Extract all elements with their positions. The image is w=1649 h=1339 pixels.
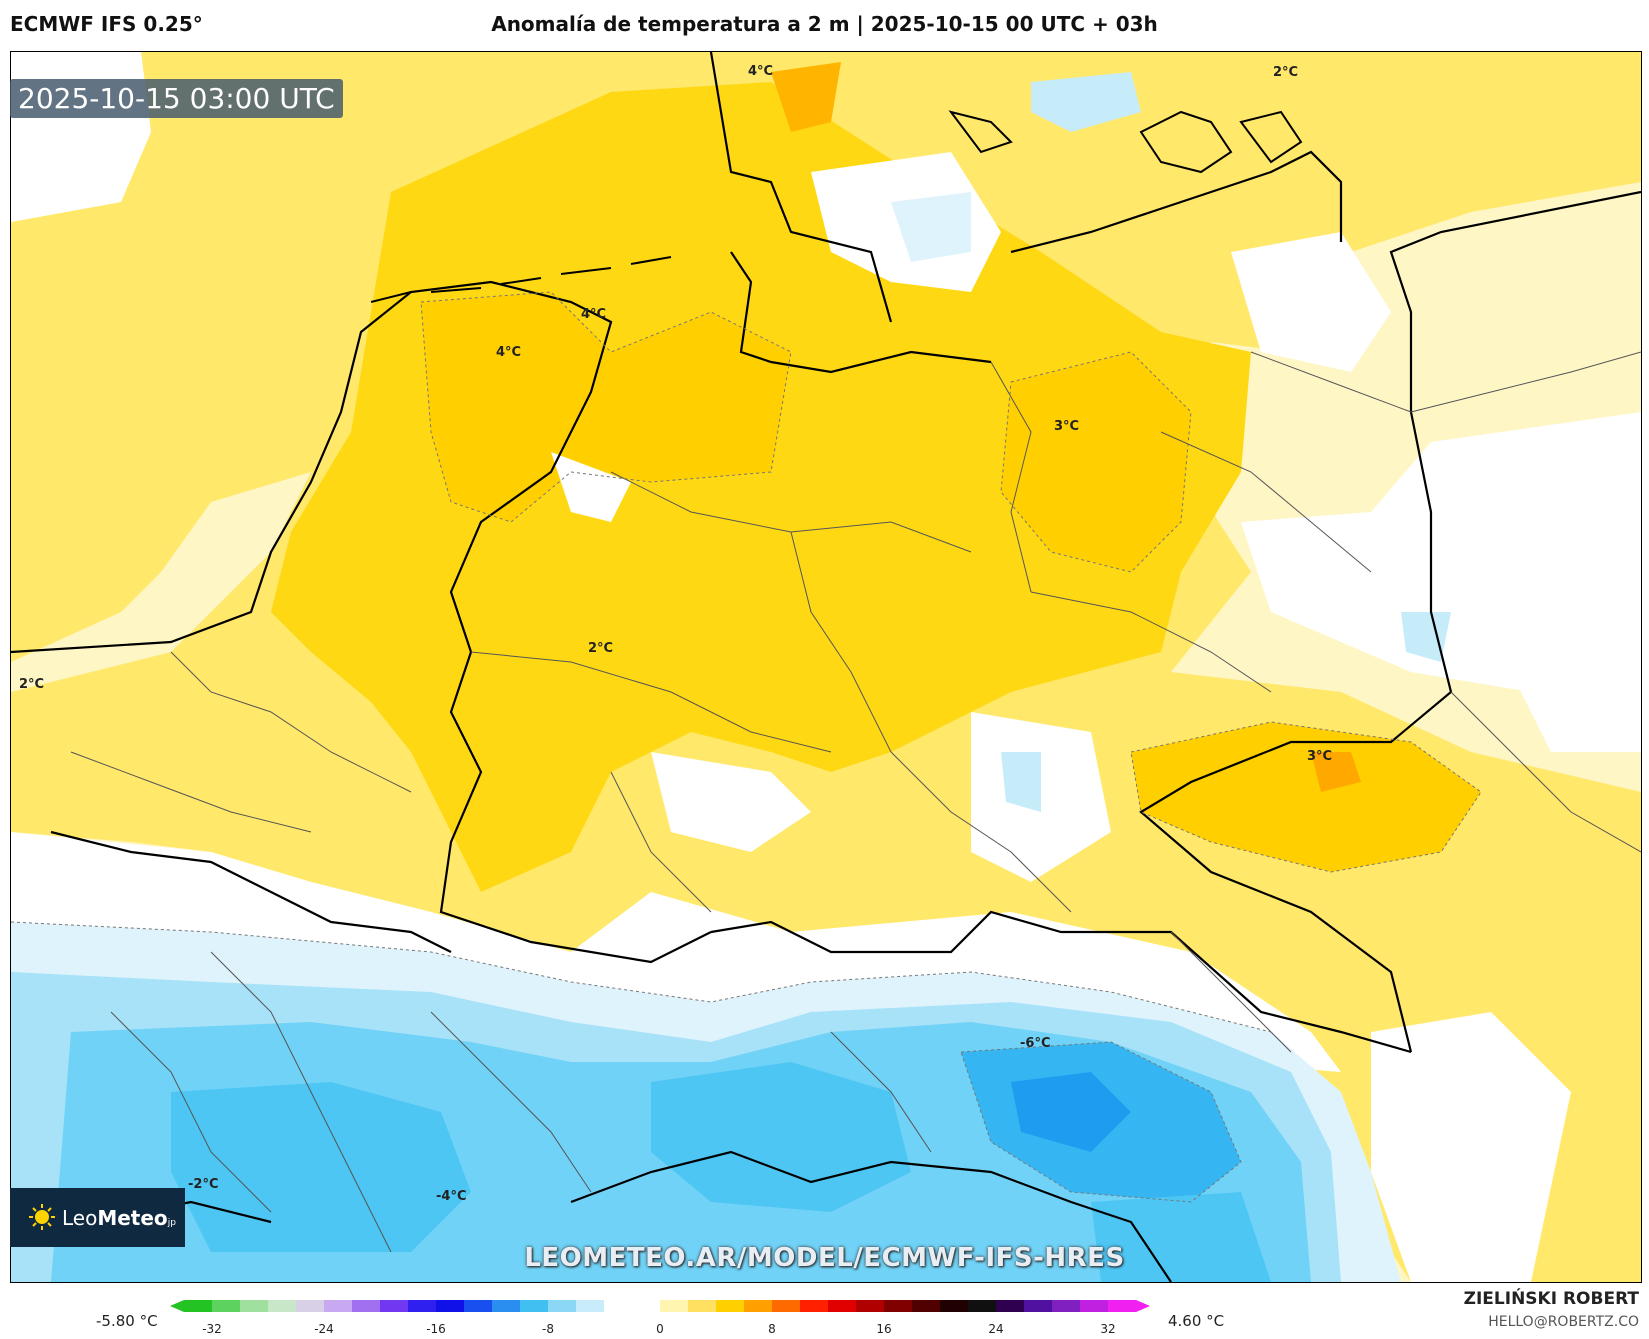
contour-label: 4°C bbox=[496, 345, 522, 360]
colorbar-segment bbox=[884, 1300, 913, 1312]
contour-label: -2°C bbox=[188, 1177, 219, 1192]
colorbar-segment bbox=[800, 1300, 829, 1312]
colorbar-segment bbox=[996, 1300, 1025, 1312]
colorbar-tick-label: -16 bbox=[426, 1322, 446, 1336]
model-name: ECMWF IFS 0.25° bbox=[10, 12, 203, 36]
colorbar-segment bbox=[352, 1300, 381, 1312]
leometeo-logo: LeoMeteojp bbox=[10, 1188, 185, 1247]
valid-time-badge: 2025-10-15 03:00 UTC bbox=[10, 79, 343, 118]
contour-label: 3°C bbox=[1054, 419, 1080, 434]
sun-icon bbox=[29, 1204, 55, 1230]
colorbar bbox=[170, 1300, 1150, 1312]
contour-label: -4°C bbox=[436, 1189, 467, 1204]
colorbar-segment bbox=[912, 1300, 941, 1312]
contour-label: -6°C bbox=[1020, 1036, 1051, 1051]
colorbar-max-arrow bbox=[1136, 1300, 1150, 1312]
contour-label: 4°C bbox=[581, 307, 607, 322]
colorbar-segment bbox=[660, 1300, 689, 1312]
colorbar-tick-label: 8 bbox=[768, 1322, 776, 1336]
colorbar-segment bbox=[940, 1300, 969, 1312]
author-name: ZIELIŃSKI ROBERT bbox=[1463, 1289, 1639, 1309]
temperature-anomaly-map: 4°C 4°C 4°C 2°C 3°C 2°C 2°C 3°C -6°C -2°… bbox=[10, 51, 1642, 1283]
contour-label: 2°C bbox=[1273, 65, 1299, 80]
colorbar-segment bbox=[380, 1300, 409, 1312]
contour-label: 3°C bbox=[1307, 749, 1333, 764]
colorbar-segment bbox=[1080, 1300, 1109, 1312]
colorbar-tick-label: -8 bbox=[542, 1322, 554, 1336]
source-url: LEOMETEO.AR/MODEL/ECMWF-IFS-HRES bbox=[524, 1243, 1125, 1273]
colorbar-segment bbox=[576, 1300, 605, 1312]
colorbar-min-value: -5.80 °C bbox=[96, 1312, 158, 1330]
author-email: HELLO@ROBERTZ.CO bbox=[1488, 1314, 1639, 1330]
colorbar-segment bbox=[520, 1300, 549, 1312]
colorbar-tick-label: 0 bbox=[656, 1322, 664, 1336]
colorbar-tick-label: 24 bbox=[988, 1322, 1004, 1336]
colorbar-segment bbox=[1108, 1300, 1137, 1312]
colorbar-segment bbox=[632, 1300, 661, 1312]
colorbar-tick-label: 16 bbox=[876, 1322, 892, 1336]
contour-label: 4°C bbox=[748, 64, 774, 79]
colorbar-segment bbox=[184, 1300, 213, 1312]
colorbar-segment bbox=[212, 1300, 241, 1312]
map-title: Anomalía de temperatura a 2 m | 2025-10-… bbox=[491, 12, 1158, 36]
colorbar-segment bbox=[1024, 1300, 1053, 1312]
colorbar-segment bbox=[772, 1300, 801, 1312]
colorbar-segment bbox=[240, 1300, 269, 1312]
colorbar-tick-label: 32 bbox=[1100, 1322, 1116, 1336]
colorbar-segment bbox=[296, 1300, 325, 1312]
map-canvas bbox=[11, 52, 1641, 1282]
contour-label: 2°C bbox=[588, 641, 614, 656]
contour-label: 2°C bbox=[19, 677, 45, 692]
colorbar-segment bbox=[436, 1300, 465, 1312]
colorbar-segment bbox=[408, 1300, 437, 1312]
logo-text-bold: Meteo bbox=[97, 1206, 168, 1230]
colorbar-segment bbox=[604, 1300, 633, 1312]
colorbar-min-arrow bbox=[170, 1300, 184, 1312]
logo-suffix: jp bbox=[167, 1218, 176, 1228]
colorbar-segment bbox=[856, 1300, 885, 1312]
colorbar-segment bbox=[464, 1300, 493, 1312]
colorbar-segment bbox=[548, 1300, 577, 1312]
colorbar-tick-label: -32 bbox=[202, 1322, 222, 1336]
colorbar-segment bbox=[968, 1300, 997, 1312]
colorbar-tick-label: -24 bbox=[314, 1322, 334, 1336]
colorbar-segment bbox=[492, 1300, 521, 1312]
colorbar-segment bbox=[1052, 1300, 1081, 1312]
colorbar-segment bbox=[828, 1300, 857, 1312]
colorbar-segment bbox=[744, 1300, 773, 1312]
colorbar-segment bbox=[268, 1300, 297, 1312]
colorbar-max-value: 4.60 °C bbox=[1168, 1312, 1225, 1330]
colorbar-segment bbox=[716, 1300, 745, 1312]
colorbar-segment bbox=[688, 1300, 717, 1312]
logo-text-light: Leo bbox=[62, 1206, 98, 1230]
colorbar-segment bbox=[324, 1300, 353, 1312]
